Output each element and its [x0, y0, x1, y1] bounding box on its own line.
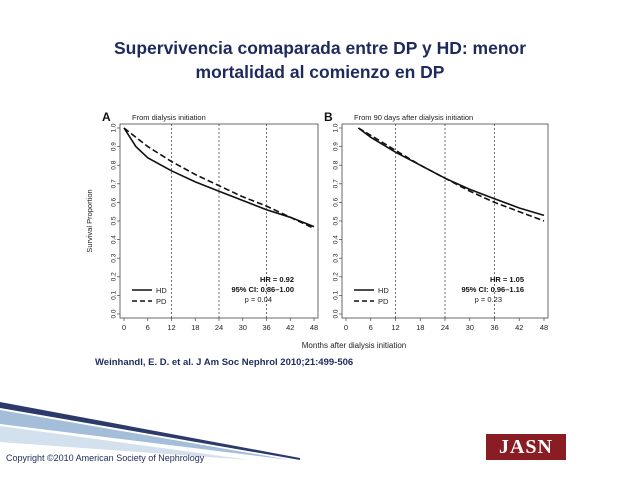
- survival-chart: A From dialysis initiation 0 6 12 18 24 30 36 42 4…: [85, 110, 549, 350]
- panel-a-label: A: [102, 110, 111, 124]
- panel-b-y-tick-label: 0.4: [333, 235, 340, 244]
- panel-a-p-value-text: p = 0.04: [245, 295, 272, 304]
- panel-a-x-tick-label: 6: [146, 323, 150, 332]
- panel-a-y-tick-label: 0.1: [111, 291, 118, 300]
- panel-b-y-tick-label: 0.5: [333, 216, 340, 225]
- copyright-text: Copyright ©2010 American Society of Neph…: [6, 453, 205, 463]
- panel-a-x-tick-label: 24: [215, 323, 223, 332]
- panel-b-x-tick-label: 24: [441, 323, 449, 332]
- panel-b-x-tick-label: 42: [515, 323, 523, 332]
- panel-b-y-tick-label: 1.0: [333, 123, 340, 132]
- panel-a-y-tick-label: 0.0: [111, 309, 118, 318]
- panel-a-legend-label-hd: HD: [156, 286, 167, 295]
- panel-b-y-tick-label: 0.7: [333, 179, 340, 188]
- panel-a-series-hd: [123, 127, 315, 228]
- panel-a-y-tick-label: 0.6: [111, 198, 118, 207]
- panel-a-y-tick-label: 0.5: [111, 216, 118, 225]
- panel-a-ci-text: 95% CI: 0.86–1.00: [231, 285, 294, 294]
- panel-b-x-tick-label: 30: [466, 323, 474, 332]
- panel-b-y-tick-label: 0.0: [333, 309, 340, 318]
- panel-b-y-tick-label: 0.9: [333, 142, 340, 151]
- panel-a-x-tick-label: 12: [167, 323, 175, 332]
- panel-b-y-tick-label: 0.3: [333, 253, 340, 262]
- panel-a-hr-text: HR = 0.92: [260, 275, 294, 284]
- panel-b-legend-label-hd: HD: [378, 286, 389, 295]
- panel-a-y-tick-label: 0.8: [111, 160, 118, 169]
- x-axis-label: Months after dialysis initiation: [302, 341, 407, 350]
- panel-a-x-tick-label: 36: [262, 323, 270, 332]
- panel-b-hr-text: HR = 1.05: [490, 275, 524, 284]
- panel-a-series-pd: [123, 127, 315, 230]
- panel-b-x-tick-label: 12: [391, 323, 399, 332]
- citation: Weinhandl, E. D. et al. J Am Soc Nephrol…: [95, 357, 354, 368]
- panel-b-x-tick-label: 18: [416, 323, 424, 332]
- panel-a-y-tick-label: 1.0: [111, 123, 118, 132]
- panel-b-series-pd: [357, 127, 545, 222]
- panel-b-series-hd: [357, 127, 545, 217]
- jasn-logo: JASN: [486, 434, 566, 460]
- panel-b-y-tick-label: 0.2: [333, 272, 340, 281]
- panel-a-y-axis-label: Survival Proportion: [85, 189, 94, 252]
- panel-b-y-tick-label: 0.6: [333, 198, 340, 207]
- panel-b-y-tick-label: 0.1: [333, 291, 340, 300]
- panel-a-x-tick-label: 30: [239, 323, 247, 332]
- slide-title-line2: mortalidad al comienzo en DP: [195, 62, 445, 82]
- panel-b-y-tick-label: 0.8: [333, 160, 340, 169]
- panel-a-title: From dialysis initiation: [132, 113, 206, 122]
- slide-title: Supervivencia comaparada entre DP y HD: …: [40, 36, 600, 84]
- slide-title-line1: Supervivencia comaparada entre DP y HD: …: [113, 38, 527, 58]
- panel-b-label: B: [324, 110, 333, 124]
- panel-a-y-tick-label: 0.7: [111, 179, 118, 188]
- panel-a-x-tick-label: 42: [286, 323, 294, 332]
- panel-a-y-tick-label: 0.3: [111, 253, 118, 262]
- panel-a-x-tick-label: 48: [310, 323, 318, 332]
- panel-b-p-value-text: p = 0.23: [475, 295, 502, 304]
- panel-a-y-tick-label: 0.2: [111, 272, 118, 281]
- decorative-swoosh: [0, 402, 300, 460]
- panel-b-x-tick-label: 48: [540, 323, 548, 332]
- panel-b-ci-text: 95% CI: 0.96–1.16: [461, 285, 524, 294]
- survival-figure: A From dialysis initiation 0 6 12 18 24 30 36 42 4…: [84, 108, 564, 352]
- panel-b-x-tick-label: 6: [369, 323, 373, 332]
- panel-a-y-tick-label: 0.4: [111, 235, 118, 244]
- panel-a-legend-label-pd: PD: [156, 297, 167, 306]
- panel-b-title: From 90 days after dialysis initiation: [354, 113, 473, 122]
- panel-b-x-tick-label: 36: [490, 323, 498, 332]
- panel-a-y-tick-label: 0.9: [111, 142, 118, 151]
- panel-a-x-tick-label: 18: [191, 323, 199, 332]
- panel-b-x-tick-label: 0: [344, 323, 348, 332]
- panel-b-legend-label-pd: PD: [378, 297, 389, 306]
- panel-a-x-tick-label: 0: [122, 323, 126, 332]
